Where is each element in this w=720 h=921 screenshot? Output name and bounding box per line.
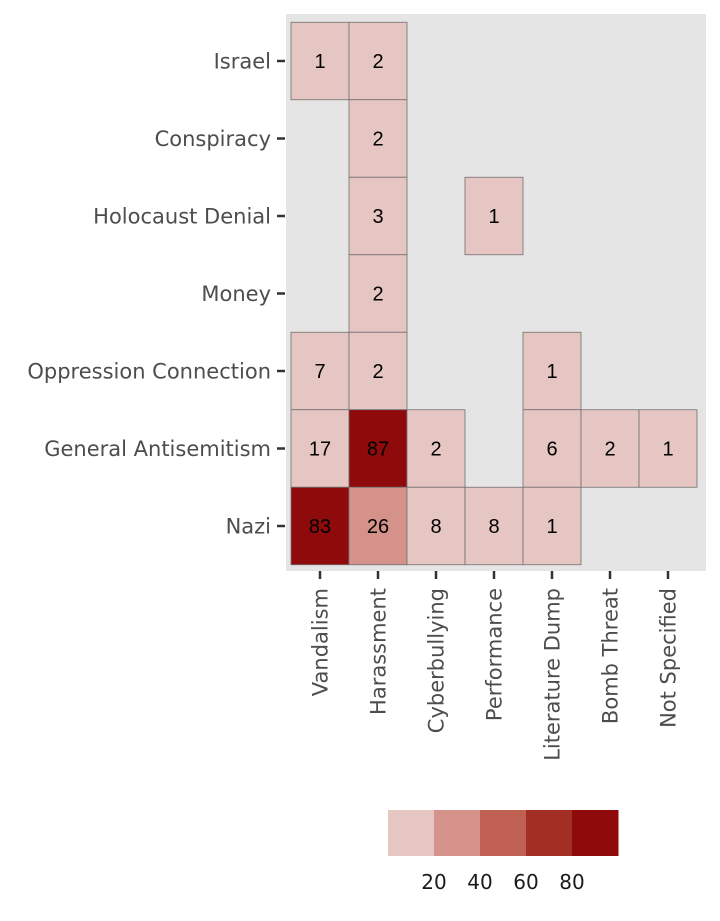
cell-value-label: 83	[309, 516, 331, 538]
heatmap-cells: 1 223 127 2 117 87 2 6 2 183 26 8 8 1	[290, 21, 698, 566]
cell-value-label: 2	[372, 129, 383, 151]
x-tick-label-harassment: Harassment	[367, 588, 391, 715]
legend-bin-2	[480, 810, 527, 856]
heatmap-cell-oppression-connection-literature-dump: 1	[522, 331, 582, 411]
cell-value-label: 8	[488, 516, 499, 538]
heatmap-cell-nazi-cyberbullying: 8	[406, 486, 466, 566]
cell-value-label: 2	[372, 361, 383, 383]
y-tick-label-israel: Israel	[214, 50, 271, 74]
heatmap-cell-rect	[290, 409, 350, 488]
heatmap-cell-rect	[290, 486, 350, 566]
y-tick-label-nazi: Nazi	[226, 515, 271, 539]
heatmap-cell-rect	[348, 486, 408, 566]
cell-value-label: 1	[546, 516, 557, 538]
heatmap-cell-rect	[406, 486, 466, 566]
heatmap-cell-general-antisemitism-bomb-threat: 2	[580, 409, 640, 488]
y-tick-label-holocaust-denial: Holocaust Denial	[93, 205, 271, 229]
legend-bin-0	[388, 810, 435, 856]
heatmap-cell-rect	[348, 21, 408, 101]
heatmap-cell-rect	[348, 99, 408, 178]
heatmap-cell-money-harassment: 2	[348, 254, 408, 333]
heatmap-cell-rect	[638, 409, 698, 488]
x-tick-label-bomb-threat: Bomb Threat	[599, 588, 623, 724]
cell-value-label: 3	[372, 206, 383, 228]
cell-value-label: 17	[309, 439, 331, 461]
heatmap-cell-nazi-vandalism: 83	[290, 486, 350, 566]
y-tick-label-general-antisemitism: General Antisemitism	[44, 437, 271, 461]
heatmap-cell-oppression-connection-harassment: 2	[348, 331, 408, 411]
heatmap-cell-rect	[348, 409, 408, 488]
heatmap-cell-rect	[406, 409, 466, 488]
x-tick-label-vandalism: Vandalism	[309, 588, 333, 696]
cell-value-label: 2	[604, 439, 615, 461]
legend-tick-label-80: 80	[559, 870, 584, 894]
cell-value-label: 8	[430, 516, 441, 538]
x-tick-label-cyberbullying: Cyberbullying	[425, 588, 449, 733]
heatmap-cell-general-antisemitism-not-specified: 1	[638, 409, 698, 488]
legend-bin-1	[434, 810, 481, 856]
heatmap-cell-rect	[290, 21, 350, 101]
heatmap-cell-rect	[522, 331, 582, 411]
cell-value-label: 1	[488, 206, 499, 228]
heatmap-cell-nazi-harassment: 26	[348, 486, 408, 566]
legend-tick-label-60: 60	[513, 870, 538, 894]
cell-value-label: 26	[367, 516, 389, 538]
heatmap-cell-rect	[522, 409, 582, 488]
cell-value-label: 2	[372, 51, 383, 73]
cell-value-label: 1	[546, 361, 557, 383]
heatmap-cell-nazi-literature-dump: 1	[522, 486, 582, 566]
heatmap-cell-rect	[348, 331, 408, 411]
cell-value-label: 1	[314, 51, 325, 73]
heatmap-cell-rect	[348, 176, 408, 256]
cell-value-label: 7	[314, 361, 325, 383]
heatmap-cell-rect	[580, 409, 640, 488]
x-axis: Vandalism Harassment Cyberbullying Performa…	[309, 571, 681, 761]
heatmap-cell-oppression-connection-vandalism: 7	[290, 331, 350, 411]
heatmap-cell-general-antisemitism-vandalism: 17	[290, 409, 350, 488]
heatmap-cell-israel-vandalism: 1	[290, 21, 350, 101]
legend-tick-label-40: 40	[467, 870, 492, 894]
heatmap-cell-conspiracy-harassment: 2	[348, 99, 408, 178]
color-legend: 20 40 60 80	[388, 810, 619, 894]
cell-value-label: 1	[662, 439, 673, 461]
y-axis: Israel Conspiracy Holocaust Denial Money Opp…	[27, 50, 285, 539]
y-tick-label-money: Money	[201, 282, 271, 306]
heatmap-cell-general-antisemitism-literature-dump: 6	[522, 409, 582, 488]
heatmap-cell-holocaust-denial-harassment: 3	[348, 176, 408, 256]
heatmap-cell-israel-harassment: 2	[348, 21, 408, 101]
heatmap-cell-general-antisemitism-cyberbullying: 2	[406, 409, 466, 488]
cell-value-label: 2	[372, 284, 383, 306]
heatmap-cell-rect	[464, 486, 524, 566]
x-tick-label-not-specified: Not Specified	[657, 588, 681, 728]
x-tick-label-performance: Performance	[483, 588, 507, 721]
cell-value-label: 2	[430, 439, 441, 461]
cell-value-label: 6	[546, 439, 557, 461]
legend-bin-4	[572, 810, 619, 856]
x-tick-label-literature-dump: Literature Dump	[541, 588, 565, 761]
legend-tick-label-20: 20	[421, 870, 446, 894]
legend-bin-3	[526, 810, 573, 856]
y-tick-label-conspiracy: Conspiracy	[155, 127, 271, 151]
heatmap-cell-general-antisemitism-harassment: 87	[348, 409, 408, 488]
heatmap-cell-rect	[290, 331, 350, 411]
heatmap-cell-holocaust-denial-performance: 1	[464, 176, 524, 256]
cell-value-label: 87	[367, 439, 389, 461]
heatmap-cell-nazi-performance: 8	[464, 486, 524, 566]
heatmap-cell-rect	[464, 176, 524, 256]
heatmap-cell-rect	[522, 486, 582, 566]
y-tick-label-oppression-connection: Oppression Connection	[27, 360, 271, 384]
